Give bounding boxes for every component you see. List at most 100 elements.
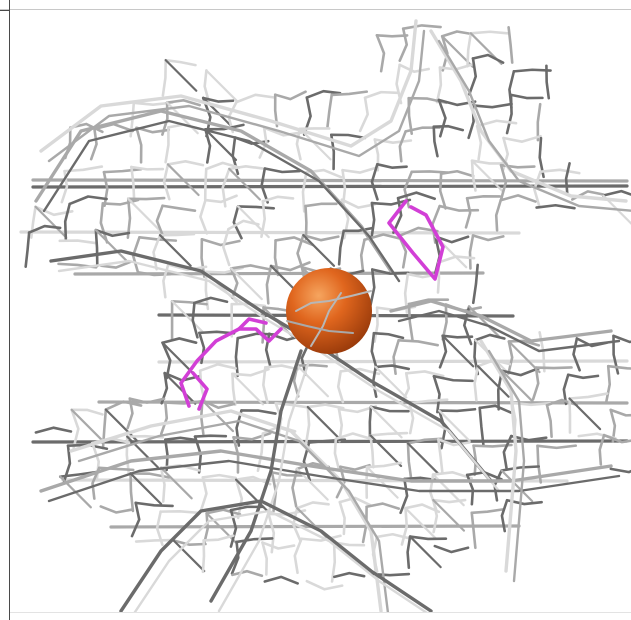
mesh-diagonal: [34, 205, 68, 239]
mesh-edge: [231, 372, 237, 407]
mesh-edge: [164, 436, 197, 442]
mesh-edge: [369, 434, 375, 469]
mesh-diagonal: [432, 498, 466, 532]
mesh-edge: [410, 170, 449, 174]
mesh-edge: [466, 32, 473, 68]
mesh-diagonal: [205, 69, 239, 103]
mesh-edge: [475, 124, 483, 161]
mesh-edge: [509, 434, 548, 442]
mesh-edge: [129, 472, 135, 513]
mesh-edge: [273, 90, 307, 101]
mesh-edge: [130, 165, 165, 171]
mesh-edge: [273, 93, 279, 128]
mesh-edge: [235, 93, 276, 104]
mesh-edge: [467, 57, 478, 96]
mesh-edge: [126, 196, 166, 201]
mesh-edge: [531, 366, 540, 401]
mesh-edge: [370, 162, 379, 201]
mesh-strand: [310, 292, 342, 347]
mesh-edge: [204, 266, 244, 274]
mesh-edge: [398, 27, 409, 62]
mesh-edge: [392, 196, 403, 234]
mesh-edge: [292, 364, 300, 398]
mesh-edge: [368, 405, 373, 439]
mesh-edge: [438, 204, 480, 212]
mesh-edge: [235, 409, 243, 447]
electron-density-mesh: [19, 19, 631, 612]
mesh-edge: [407, 298, 450, 306]
mesh-edge: [502, 134, 542, 143]
mesh-edge: [99, 260, 133, 269]
mesh-edge: [545, 398, 578, 407]
mesh-edge: [404, 503, 441, 514]
mesh-contour: [39, 449, 613, 493]
mesh-edge: [374, 364, 411, 371]
mesh-edge: [400, 506, 409, 546]
mesh-edge: [545, 64, 551, 100]
mesh-contour: [47, 29, 426, 163]
mesh-edge: [539, 168, 581, 175]
mesh-edge: [166, 263, 208, 272]
mesh-edge: [337, 229, 346, 266]
bottom-border: [10, 612, 631, 613]
mesh-diagonal: [500, 369, 534, 403]
mesh-edge: [398, 130, 407, 163]
mesh-edge: [305, 579, 344, 591]
mesh-edge: [499, 194, 537, 203]
mesh-edge: [159, 509, 201, 515]
mesh-edge: [260, 167, 269, 204]
mesh-diagonal: [296, 364, 330, 398]
mesh-edge: [201, 539, 206, 574]
mesh-diagonal: [70, 408, 104, 442]
mesh-edge: [432, 374, 441, 414]
mesh-edge: [566, 373, 600, 380]
mesh-edge: [202, 534, 235, 542]
mesh-edge: [295, 127, 302, 161]
mesh-edge: [269, 261, 311, 272]
mesh-edge: [572, 337, 581, 372]
mesh-edge: [134, 501, 174, 508]
mesh-edge: [465, 195, 502, 200]
mesh-edge: [191, 301, 199, 339]
mesh-edge: [468, 234, 475, 270]
mesh-diagonal: [163, 372, 197, 405]
mesh-diagonal: [172, 539, 206, 573]
mesh-edge: [437, 438, 444, 475]
mesh-edge: [203, 69, 211, 104]
mesh-diagonal: [127, 197, 160, 231]
mesh-edge: [130, 165, 136, 201]
mesh-diagonal: [438, 409, 471, 443]
mesh-edge: [302, 233, 340, 242]
mesh-edge: [260, 199, 267, 239]
mesh-diagonal: [230, 267, 263, 301]
mesh-edge: [397, 338, 439, 347]
mesh-edge: [507, 340, 514, 375]
mesh-contour: [77, 419, 390, 612]
mesh-edge: [330, 133, 367, 140]
mesh-edge: [158, 232, 196, 237]
ligand-stick-model: [179, 199, 445, 411]
mesh-edge: [536, 102, 542, 142]
mesh-edge: [432, 498, 467, 504]
mesh-edge: [471, 263, 479, 305]
mesh-edge: [58, 239, 97, 245]
mesh-contour: [429, 29, 628, 203]
mesh-edge: [94, 228, 131, 238]
mesh-edge: [470, 159, 509, 165]
mesh-edge: [470, 508, 505, 515]
mesh-edge: [509, 93, 544, 100]
mesh-edge: [159, 401, 169, 436]
mesh-edge: [471, 102, 513, 109]
mesh-edge: [406, 442, 413, 482]
mesh-edge: [291, 467, 299, 508]
mesh-diagonal: [404, 507, 438, 540]
mesh-edge: [263, 167, 301, 174]
mesh-edge: [262, 366, 269, 404]
mesh-edge: [199, 476, 208, 512]
mesh-edge: [441, 334, 474, 339]
mesh-edge: [295, 501, 330, 510]
mesh-diagonal: [159, 466, 193, 500]
mesh-edge: [342, 226, 375, 233]
mesh-edge: [227, 219, 260, 231]
mesh-edge: [533, 170, 542, 209]
